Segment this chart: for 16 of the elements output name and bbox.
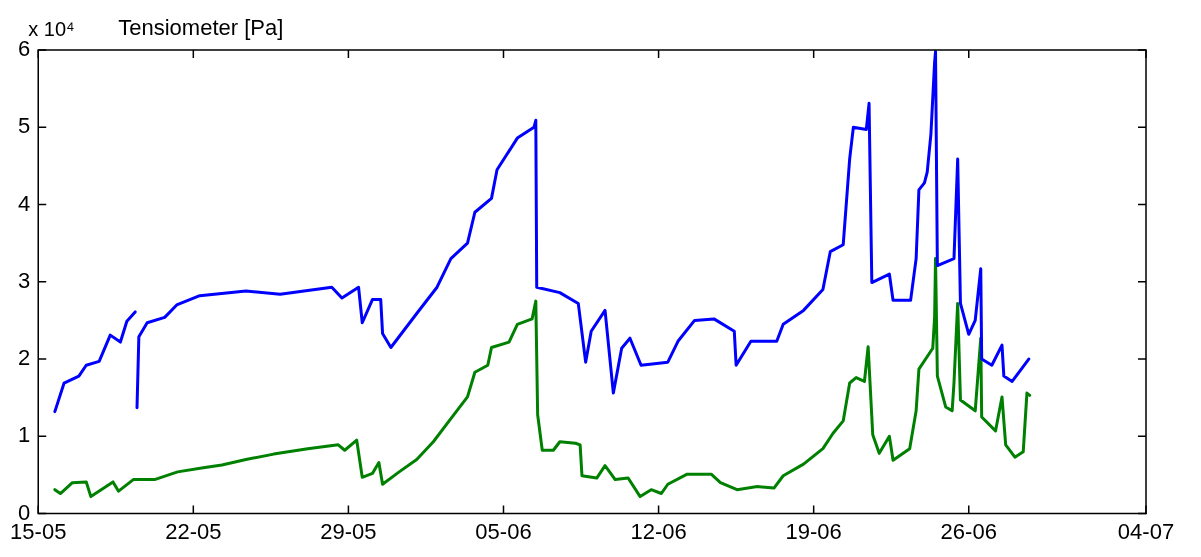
y-tick-label: 2 xyxy=(17,345,31,371)
text: x 10⁴ xyxy=(28,17,75,40)
y-tick-label: 4 xyxy=(17,190,31,216)
x-tick-label: 12-06 xyxy=(630,518,687,544)
x-tick-label: 26-06 xyxy=(940,518,997,544)
x-tick-label: 05-06 xyxy=(475,518,532,544)
chart-title: Tensiometer [Pa] xyxy=(118,15,284,41)
x-tick-label: 19-06 xyxy=(785,518,842,544)
y-tick-label: 5 xyxy=(17,113,31,139)
x-tick-label: 04-07 xyxy=(1117,518,1175,544)
y-tick-label: 0 xyxy=(17,499,31,525)
y-tick-label: 1 xyxy=(17,422,31,448)
y-tick-label: 6 xyxy=(17,36,31,62)
y-tick-label: 3 xyxy=(17,267,31,293)
x-tick-label: 29-05 xyxy=(320,518,377,544)
x-tick-label: 22-05 xyxy=(165,518,222,544)
